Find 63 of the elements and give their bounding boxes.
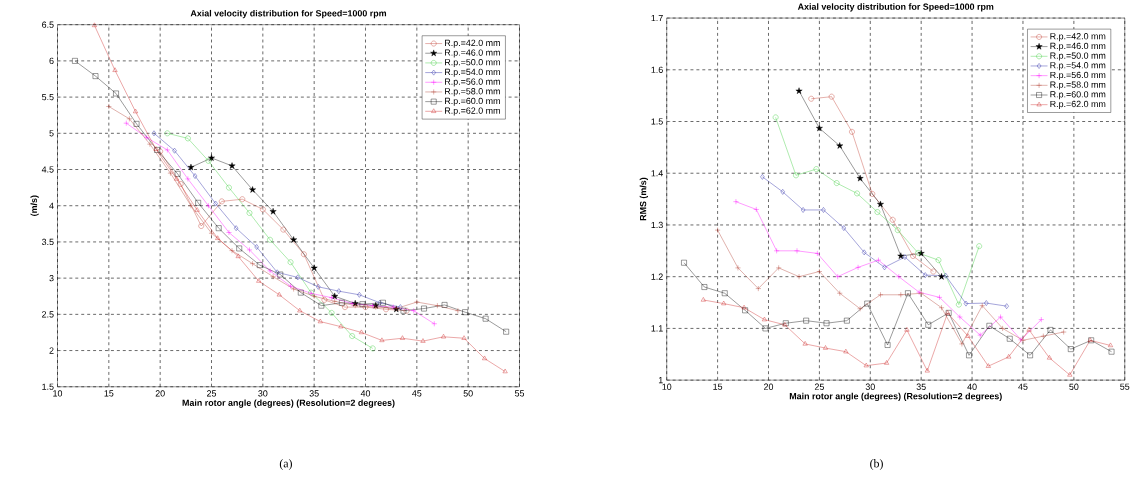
x-tick-label: 25 [207, 390, 217, 397]
y-tick-label: 3.5 [41, 238, 54, 246]
y-axis-title: (m/s) [30, 195, 39, 216]
legend-label: R.p.=46.0 mm [445, 49, 500, 58]
y-tick-label: 1.2 [651, 273, 663, 280]
x-tick-label: 20 [155, 390, 165, 397]
y-tick-label: 1.4 [651, 170, 663, 177]
x-tick-label: 55 [1120, 383, 1130, 390]
legend-label: R.p.=42.0 mm [445, 39, 500, 48]
x-tick-label: 50 [463, 390, 473, 397]
x-axis-title: Main rotor angle (degrees) (Resolution=2 degrees) [182, 399, 395, 408]
legend-label: R.p.=46.0 mm [1050, 42, 1106, 51]
x-tick-label: 45 [1018, 383, 1028, 390]
legend-label: R.p.=50.0 mm [445, 58, 500, 68]
x-tick-label: 30 [258, 390, 268, 397]
legend-label: R.p.=58.0 mm [1050, 81, 1106, 90]
y-tick-label: 1.5 [651, 118, 663, 125]
x-tick-label: 30 [865, 383, 875, 390]
y-tick-label: 4.5 [41, 166, 54, 173]
chart-title: Axial velocity distribution for Speed=1000 rpm [190, 9, 387, 19]
y-tick-label: 6.5 [42, 21, 54, 28]
x-tick-label: 10 [53, 390, 63, 397]
x-tick-label: 40 [967, 383, 977, 390]
legend-label: R.p.=62.0 mm [1050, 100, 1106, 109]
x-tick-label: 15 [713, 383, 723, 390]
y-tick-label: 1 [658, 376, 663, 384]
text: (a) [279, 459, 292, 470]
y-tick-label: 1.3 [651, 221, 663, 229]
legend-label: R.p.=42.0 mm [1050, 33, 1106, 42]
legend-label: R.p.=50.0 mm [1050, 52, 1106, 61]
x-tick-label: 50 [1069, 383, 1079, 390]
x-tick-label: 15 [104, 390, 114, 397]
x-tick-label: 25 [814, 383, 824, 390]
chart-title: Axial velocity distribution for Speed=1000 rpm [797, 3, 994, 12]
y-tick-label: 2 [49, 347, 54, 354]
text: (b) [870, 459, 883, 470]
y-tick-label: 5.5 [41, 93, 54, 101]
x-tick-label: 35 [916, 383, 926, 390]
legend-label: R.p.=54.0 mm [445, 68, 500, 77]
y-tick-label: 6 [49, 57, 54, 64]
y-tick-label: 1.7 [651, 14, 663, 22]
x-tick-label: 45 [412, 390, 422, 397]
x-tick-label: 10 [662, 383, 672, 390]
x-tick-label: 40 [360, 390, 371, 397]
x-tick-label: 35 [309, 390, 319, 397]
y-tick-label: 1.1 [651, 325, 663, 332]
legend-label: R.p.=54.0 mm [1050, 62, 1106, 71]
legend-label: R.p.=60.0 mm [445, 97, 500, 106]
y-tick-label: 3 [49, 274, 54, 282]
y-tick-label: 5 [49, 130, 54, 137]
legend-label: R.p.=60.0 mm [1050, 91, 1106, 100]
legend-label: R.p.=56.0 mm [445, 78, 500, 87]
x-axis-title: Main rotor angle (degrees) (Resolution=2 degrees) [789, 392, 1002, 402]
legend-label: R.p.=58.0 mm [445, 88, 500, 97]
y-tick-label: 2.5 [42, 311, 54, 318]
y-tick-label: 1.5 [42, 383, 54, 390]
y-tick-label: 1.6 [651, 66, 663, 73]
legend-label: R.p.=56.0 mm [1050, 71, 1106, 80]
y-tick-label: 4 [49, 202, 54, 209]
y-axis-title: RMS (m/s) [639, 177, 648, 221]
x-tick-label: 55 [514, 390, 525, 397]
legend-label: R.p.=62.0 mm [445, 107, 500, 116]
x-tick-label: 20 [764, 383, 774, 390]
